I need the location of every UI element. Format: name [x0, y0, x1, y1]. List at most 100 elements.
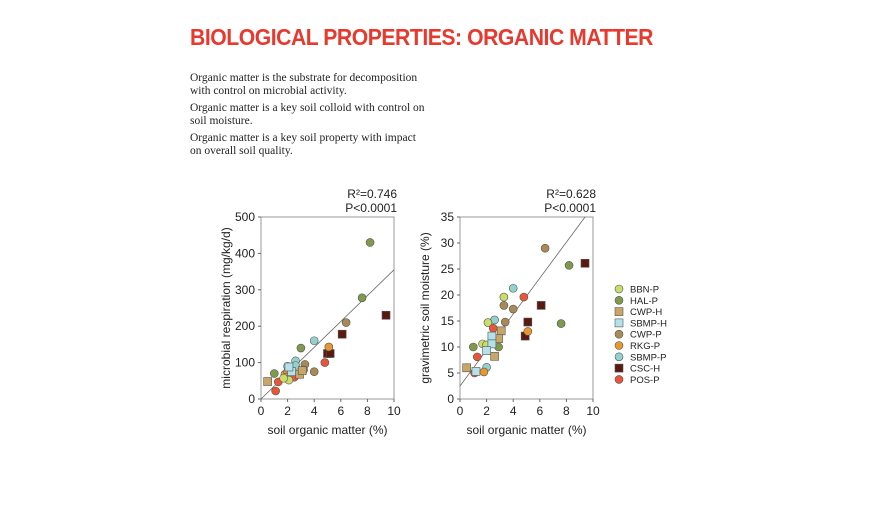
x-axis-label: soil organic matter (%): [466, 423, 586, 437]
x-tick-label: 0: [258, 404, 265, 418]
legend-label: BBN-P: [630, 285, 659, 296]
data-point-POS-P: [320, 358, 330, 367]
legend-marker: [614, 352, 624, 362]
y-tick-label: 0: [248, 392, 255, 406]
data-point-CWP-P: [500, 317, 510, 327]
legend-label: CWP-P: [630, 330, 662, 341]
data-point-HAL-P: [468, 342, 478, 352]
data-point-HAL-P: [269, 369, 279, 378]
legend-marker: [614, 318, 624, 328]
legend-marker: [614, 295, 624, 305]
data-point-SBMP-H: [482, 346, 491, 355]
data-point-SBMP-H: [487, 331, 497, 341]
data-point-RKG-P: [324, 342, 334, 352]
x-tick-label: 0: [457, 404, 464, 418]
y-axis-label: microbial respiration (mg/kg/d): [219, 227, 233, 388]
data-point-CSC-H: [536, 301, 546, 310]
y-tick-label: 20: [441, 288, 455, 302]
x-tick-label: 4: [311, 404, 318, 418]
legend-marker: [614, 284, 624, 294]
x-tick-label: 6: [337, 404, 344, 418]
data-point-SBMP-H: [487, 339, 497, 349]
y-tick-label: 100: [235, 356, 255, 370]
data-point-CWP-P: [341, 318, 351, 327]
data-point-SBMP-H: [284, 362, 294, 372]
data-point-HAL-P: [357, 293, 367, 303]
data-point-CWP-H: [462, 363, 471, 373]
data-point-SBMP-P: [508, 283, 518, 293]
data-point-HAL-P: [564, 261, 574, 270]
y-tick-label: 25: [441, 262, 455, 276]
legend-marker: [614, 341, 624, 350]
data-point-SBMP-H: [471, 367, 481, 376]
x-tick-label: 8: [563, 404, 570, 418]
legend-label: CSC-H: [630, 364, 660, 375]
legend-label: CWP-H: [630, 307, 662, 318]
x-tick-label: 2: [284, 404, 291, 418]
x-tick-label: 2: [483, 404, 490, 418]
x-tick-label: 10: [586, 404, 600, 418]
data-point-BBN-P: [483, 318, 493, 327]
y-tick-label: 300: [235, 283, 255, 297]
legend-marker: [614, 363, 624, 373]
p-value-label: P<0.0001: [544, 201, 596, 215]
paragraph-3: Organic matter is a key soil property wi…: [190, 132, 416, 157]
r-squared-label: R²=0.746: [347, 187, 397, 201]
y-tick-label: 35: [441, 210, 455, 224]
y-tick-label: 10: [441, 340, 455, 354]
data-point-RKG-P: [479, 367, 489, 377]
legend-label: SBMP-P: [630, 352, 666, 363]
legend-marker: [614, 375, 624, 384]
r-squared-label: R²=0.628: [546, 187, 596, 201]
data-point-RKG-P: [523, 327, 533, 336]
x-tick-label: 8: [364, 404, 371, 418]
data-point-CWP-H: [496, 326, 506, 336]
y-tick-label: 15: [441, 314, 455, 328]
x-tick-label: 10: [387, 404, 401, 418]
data-point-BBN-P: [499, 292, 509, 302]
y-axis-label: gravimetric soil moisture (%): [418, 232, 432, 383]
data-point-HAL-P: [365, 238, 375, 247]
y-tick-label: 200: [235, 319, 255, 333]
y-tick-label: 30: [441, 236, 455, 250]
data-point-CSC-H: [523, 317, 533, 327]
legend-marker: [614, 307, 624, 316]
data-point-CWP-H: [263, 377, 272, 386]
page-title: BIOLOGICAL PROPERTIES: ORGANIC MATTER: [190, 24, 654, 50]
data-point-CSC-H: [337, 329, 347, 339]
data-point-POS-P: [472, 352, 482, 362]
paragraph-1: Organic matter is the substrate for deco…: [190, 72, 418, 97]
legend-marker: [614, 329, 624, 339]
plot-area: [260, 216, 395, 400]
x-axis-label: soil organic matter (%): [267, 423, 387, 437]
data-point-CSC-H: [580, 258, 590, 268]
data-point-CWP-P: [508, 304, 518, 314]
data-point-BBN-P: [279, 373, 288, 383]
data-point-CWP-H: [297, 366, 307, 375]
data-point-CWP-P: [499, 301, 509, 310]
data-point-POS-P: [519, 292, 529, 302]
data-point-HAL-P: [556, 319, 566, 328]
paragraph-2: Organic matter is a key soil colloid wit…: [190, 102, 425, 127]
data-point-CWP-H: [490, 352, 499, 361]
y-tick-label: 500: [235, 210, 255, 224]
x-tick-label: 6: [536, 404, 543, 418]
legend-label: HAL-P: [630, 296, 658, 307]
data-point-CWP-P: [309, 367, 319, 377]
y-tick-label: 400: [235, 246, 255, 260]
data-point-POS-P: [271, 386, 280, 396]
plot-area: [459, 216, 594, 400]
data-point-POS-P: [488, 323, 498, 333]
data-point-SBMP-P: [309, 336, 319, 346]
legend-label: POS-P: [630, 375, 660, 386]
y-tick-label: 5: [447, 366, 454, 380]
y-tick-label: 0: [447, 392, 454, 406]
data-point-CSC-H: [381, 310, 391, 320]
legend-label: RKG-P: [630, 341, 660, 352]
data-point-HAL-P: [296, 343, 306, 353]
data-point-CWP-P: [540, 243, 550, 253]
legend-label: SBMP-H: [630, 318, 667, 329]
p-value-label: P<0.0001: [345, 201, 397, 215]
x-tick-label: 4: [510, 404, 517, 418]
